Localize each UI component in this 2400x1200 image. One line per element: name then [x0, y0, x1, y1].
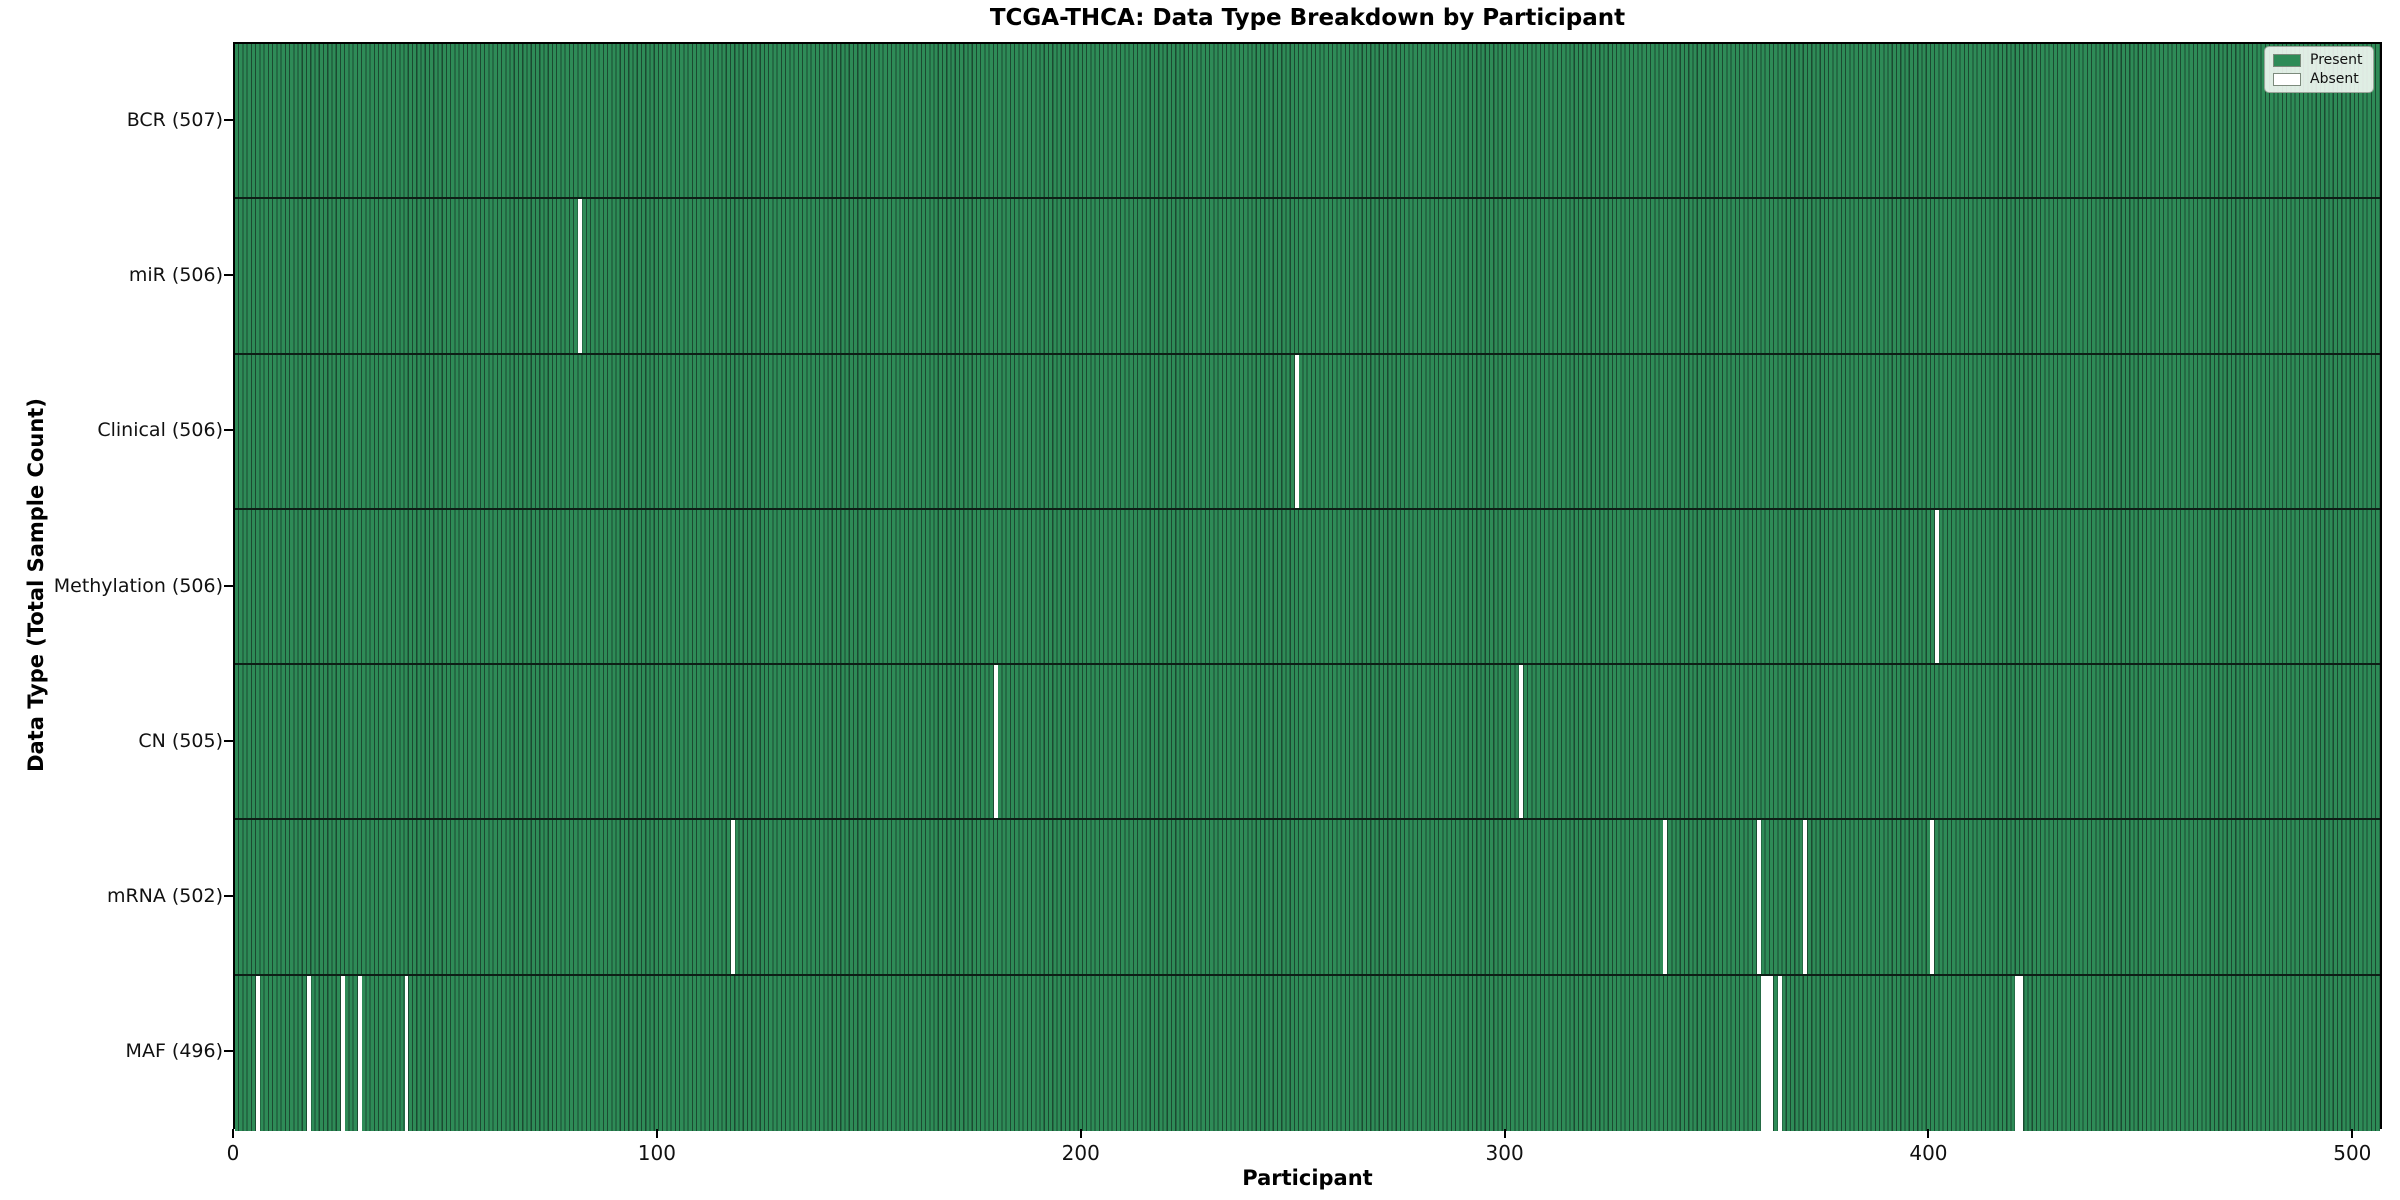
x-tick-label-500: 500 — [2333, 1141, 2372, 1165]
absent-marker — [307, 975, 311, 1131]
absent-marker — [1756, 820, 1761, 974]
absent-marker — [256, 975, 261, 1131]
legend-entry-absent: Absent — [2273, 72, 2363, 86]
heatmap-row-mrna — [235, 820, 2380, 976]
absent-marker — [1760, 975, 1765, 1131]
x-tick-mark — [232, 1129, 234, 1138]
y-tick-label-methylation: Methylation (506) — [53, 574, 223, 597]
absent-marker — [1663, 820, 1668, 974]
heatmap-row-mir — [235, 199, 2380, 355]
legend-label-present: Present — [2310, 52, 2363, 68]
x-tick-label-400: 400 — [1909, 1141, 1948, 1165]
legend-swatch-absent — [2273, 72, 2301, 86]
y-tick-label-cn: CN (505) — [138, 729, 223, 752]
absent-marker — [578, 199, 583, 353]
absent-marker — [340, 975, 345, 1131]
y-tick-label-maf: MAF (496) — [125, 1040, 223, 1063]
absent-marker — [1934, 509, 1939, 664]
absent-marker — [1777, 975, 1782, 1131]
x-axis-label: Participant — [1242, 1166, 1373, 1190]
x-tick-mark — [1927, 1129, 1930, 1138]
x-tick-label-0: 0 — [226, 1141, 240, 1165]
absent-marker — [2015, 975, 2020, 1131]
absent-marker — [1765, 975, 1770, 1131]
absent-marker — [1294, 354, 1299, 508]
heatmap-row-maf — [235, 975, 2380, 1131]
x-tick-mark — [655, 1129, 658, 1138]
y-tick-mark — [224, 1050, 233, 1053]
heatmap-row-methylation — [235, 509, 2380, 666]
absent-marker — [993, 665, 998, 819]
x-tick-label-200: 200 — [1061, 1141, 1100, 1165]
legend: Present Absent — [2264, 46, 2374, 93]
absent-marker — [357, 975, 362, 1131]
y-tick-label-mrna: mRNA (502) — [106, 885, 223, 908]
x-tick-mark — [2351, 1129, 2354, 1138]
y-tick-label-bcr: BCR (507) — [126, 108, 223, 131]
x-tick-label-300: 300 — [1485, 1141, 1524, 1165]
heatmap-row-cn — [235, 665, 2380, 821]
absent-marker — [404, 975, 409, 1131]
heatmap-row-clinical — [235, 354, 2380, 510]
legend-entry-present: Present — [2273, 53, 2363, 67]
absent-marker — [730, 820, 735, 974]
y-tick-mark — [224, 739, 233, 742]
y-tick-label-mir: miR (506) — [128, 263, 223, 286]
legend-label-absent: Absent — [2310, 71, 2359, 87]
y-tick-mark — [224, 273, 233, 276]
absent-marker — [1803, 820, 1808, 974]
absent-marker — [1519, 665, 1524, 819]
x-tick-mark — [1503, 1129, 1506, 1138]
chart-title: TCGA-THCA: Data Type Breakdown by Partic… — [989, 5, 1626, 31]
legend-swatch-present — [2273, 53, 2301, 67]
plot-area — [233, 42, 2382, 1131]
x-tick-label-100: 100 — [637, 1141, 676, 1165]
y-tick-mark — [224, 429, 233, 432]
y-tick-mark — [224, 584, 233, 587]
y-tick-mark — [224, 895, 233, 898]
x-tick-mark — [1079, 1129, 1082, 1138]
absent-marker — [2019, 975, 2024, 1131]
y-tick-label-clinical: Clinical (506) — [97, 419, 223, 442]
absent-marker — [1769, 975, 1774, 1131]
absent-marker — [1930, 820, 1935, 974]
y-tick-mark — [224, 118, 233, 121]
heatmap-row-bcr — [235, 44, 2380, 200]
